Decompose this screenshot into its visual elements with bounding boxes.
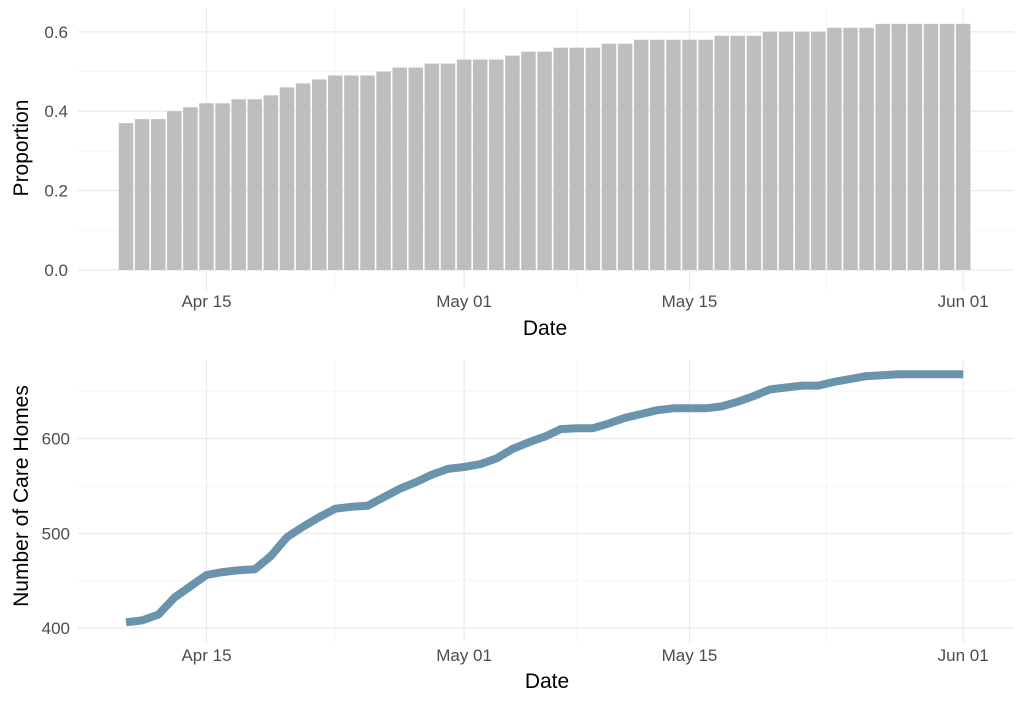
bar [746, 35, 762, 270]
bar [859, 27, 874, 270]
bar [537, 51, 552, 271]
bottom-grid [78, 360, 1014, 642]
bar [311, 79, 327, 270]
y-tick-label: 400 [42, 619, 70, 638]
x-tick-label: Apr 15 [181, 292, 231, 311]
bar [199, 103, 214, 270]
bar [682, 39, 697, 270]
bar [650, 39, 665, 270]
y-tick-label: 0.2 [44, 182, 68, 201]
bar [521, 51, 536, 271]
bar [907, 23, 923, 270]
bottom-x-axis-title: Date [525, 670, 569, 693]
bar [794, 31, 810, 270]
bar [440, 63, 456, 271]
bar [263, 95, 279, 270]
bar [730, 35, 746, 270]
bar [923, 23, 939, 270]
bar [778, 31, 794, 270]
bar [569, 47, 585, 271]
bottom-y-axis-title: Number of Care Homes [10, 385, 33, 607]
bar [231, 99, 246, 270]
bar [955, 23, 971, 270]
bar [134, 119, 150, 270]
bar [875, 23, 890, 270]
bar [633, 39, 649, 270]
bar [585, 47, 601, 271]
bar [601, 43, 617, 271]
bar [215, 103, 230, 270]
x-tick-label: Jun 01 [938, 646, 989, 665]
x-tick-label: May 15 [662, 292, 718, 311]
x-tick-label: May 01 [436, 646, 492, 665]
y-tick-label: 500 [42, 524, 70, 543]
bar [939, 23, 955, 270]
y-tick-label: 0.6 [44, 23, 68, 42]
top-x-tick-labels: Apr 15 May 01 May 15 Jun 01 [181, 292, 988, 311]
bar [360, 75, 375, 270]
bar [714, 35, 729, 270]
bar [279, 87, 295, 270]
bar [553, 47, 568, 271]
bar [376, 71, 391, 270]
y-tick-label: 600 [42, 430, 70, 449]
top-y-tick-labels: 0.0 0.2 0.4 0.6 [44, 23, 68, 280]
bar [698, 39, 713, 270]
bottom-y-tick-labels: 400 500 600 [42, 430, 70, 638]
bar [118, 123, 134, 270]
x-tick-label: May 15 [662, 646, 718, 665]
bar [344, 75, 359, 270]
bar [328, 75, 343, 270]
bar [617, 43, 633, 271]
bar [424, 63, 440, 271]
y-tick-label: 0.0 [44, 261, 68, 280]
bar [472, 59, 488, 271]
bar [843, 27, 858, 270]
bar [827, 27, 842, 270]
bar [295, 83, 311, 270]
bar [666, 39, 681, 270]
bar [505, 55, 520, 271]
bar [183, 107, 198, 270]
bar [456, 59, 472, 271]
top-y-axis-title: Proportion [10, 100, 33, 197]
x-tick-label: Jun 01 [938, 292, 989, 311]
bar [408, 67, 424, 270]
bar [247, 99, 263, 270]
top-bars [118, 23, 971, 271]
bottom-x-tick-labels: Apr 15 May 01 May 15 Jun 01 [181, 646, 988, 665]
bar [392, 67, 407, 270]
top-x-axis-title: Date [523, 317, 567, 340]
bar [891, 23, 907, 270]
x-tick-label: May 01 [436, 292, 492, 311]
bar [762, 31, 778, 270]
care-homes-series-line [125, 370, 964, 627]
x-tick-label: Apr 15 [181, 646, 231, 665]
proportion-bar-chart: 0.0 0.2 0.4 0.6 Apr 15 May 01 May 15 Jun 01 Da… [10, 8, 1014, 340]
bar [811, 31, 826, 270]
bar [150, 119, 166, 270]
bar [489, 59, 504, 271]
bar [167, 111, 182, 270]
y-tick-label: 0.4 [44, 102, 68, 121]
